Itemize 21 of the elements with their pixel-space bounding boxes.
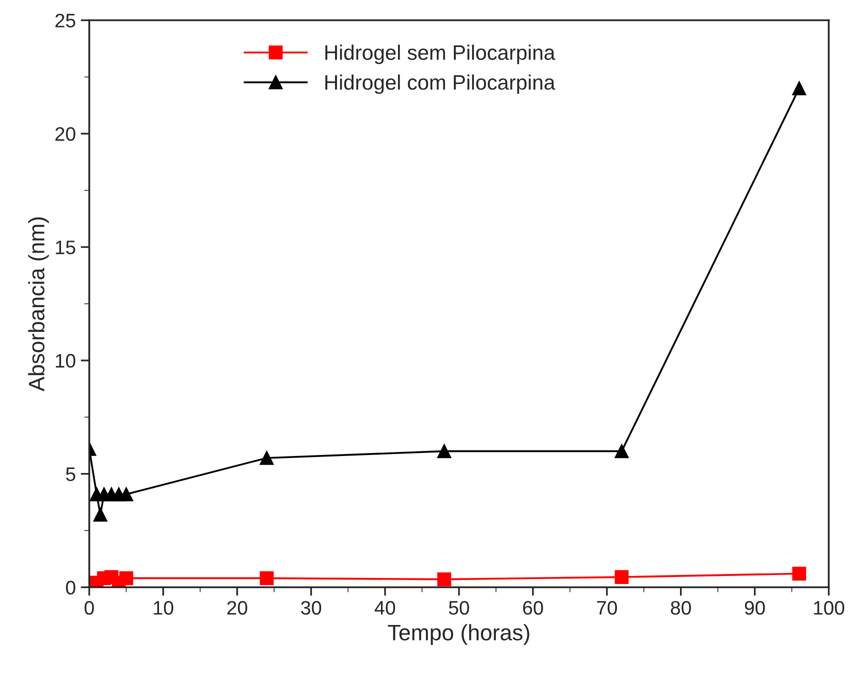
- y-tick-label: 25: [55, 14, 76, 28]
- x-tick-label: 50: [448, 600, 470, 615]
- y-tick-label: 5: [66, 468, 76, 482]
- y-axis-title: Absorbancia (nm): [28, 217, 49, 392]
- y-tick-label: 0: [66, 580, 76, 594]
- x-tick-label: 70: [597, 600, 617, 615]
- x-tick-label: 0: [84, 600, 94, 615]
- x-tick-label: 40: [374, 600, 396, 615]
- x-tick-label: 80: [670, 600, 691, 615]
- x-tick-label: 10: [154, 600, 174, 615]
- y-tick-label: 15: [56, 240, 76, 254]
- legend-label: Hidrogel sem Pilocarpina: [325, 44, 556, 64]
- y-tick-label: 10: [56, 354, 76, 368]
- x-tick-label: 100: [814, 600, 844, 615]
- x-tick-label: 30: [301, 600, 322, 615]
- legend-label: Hidrogel com Pilocarpina: [325, 74, 556, 94]
- x-tick-label: 60: [523, 600, 544, 615]
- y-tick-label: 20: [55, 127, 76, 141]
- x-tick-label: 90: [744, 600, 765, 615]
- x-axis-title: Tempo (horas): [388, 624, 530, 645]
- x-tick-label: 20: [227, 600, 248, 615]
